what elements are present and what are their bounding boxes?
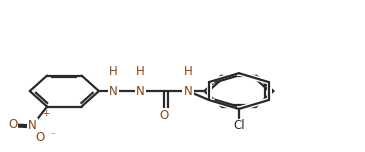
Text: N: N [109, 85, 118, 98]
Text: N: N [136, 85, 145, 98]
Text: H: H [136, 65, 145, 78]
Text: O: O [8, 118, 17, 131]
Text: Cl: Cl [233, 119, 245, 132]
Text: ⁻: ⁻ [50, 131, 55, 140]
Text: O: O [160, 109, 169, 122]
Text: +: + [42, 109, 49, 118]
Text: H: H [109, 65, 118, 78]
Text: N: N [28, 119, 37, 132]
Text: O: O [35, 131, 45, 144]
Text: H: H [184, 65, 192, 78]
Text: N: N [184, 85, 192, 98]
